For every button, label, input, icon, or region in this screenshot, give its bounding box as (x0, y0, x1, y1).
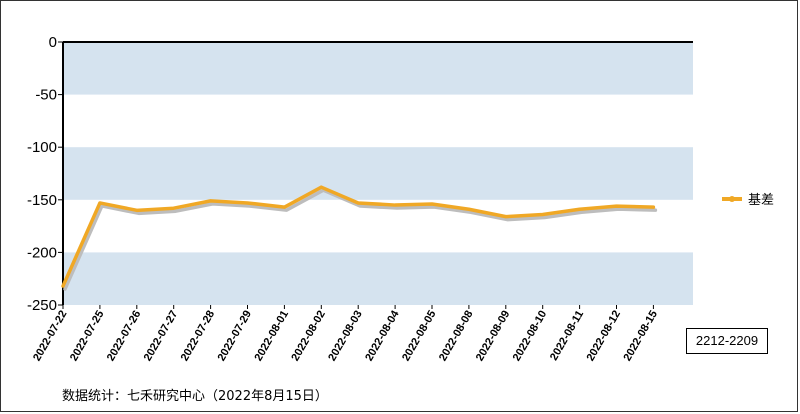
data-point (615, 204, 618, 208)
x-tick-label: 2022-08-11 (548, 309, 586, 363)
plot-bands (63, 42, 693, 305)
x-tick-label: 2022-08-12 (585, 309, 624, 364)
x-tick-label: 2022-08-05 (400, 309, 439, 364)
y-tick-label: -50 (35, 87, 57, 104)
data-point (246, 201, 249, 205)
data-point (578, 207, 582, 211)
plot-band (63, 42, 693, 95)
data-point (98, 201, 102, 205)
plot-band (63, 252, 693, 305)
data-point (504, 215, 508, 219)
x-tick-label: 2022-07-29 (216, 309, 255, 364)
series-shadow (63, 188, 658, 291)
axes (62, 41, 693, 305)
data-point (319, 185, 323, 189)
contract-label: 2212-2209 (686, 328, 768, 354)
y-tick-label: -250 (27, 297, 57, 314)
y-tick-label: 0 (49, 34, 57, 51)
data-point (209, 199, 213, 203)
data-point (172, 206, 176, 210)
x-tick-label: 2022-08-15 (621, 309, 660, 364)
x-tick-label: 2022-08-03 (326, 309, 365, 364)
x-tick-label: 2022-08-10 (511, 309, 550, 364)
x-tick-label: 2022-07-22 (31, 309, 70, 364)
data-point (356, 201, 360, 205)
y-tick-label: -200 (27, 244, 57, 261)
data-point (61, 284, 65, 288)
legend-marker (729, 196, 735, 202)
series-layer (61, 185, 658, 291)
data-point (135, 208, 139, 212)
legend-label: 基差 (748, 193, 774, 208)
data-point (282, 205, 286, 209)
plot-band (63, 147, 693, 200)
x-tick-label: 2022-07-26 (105, 309, 144, 364)
data-point (651, 205, 655, 209)
x-axis-ticks: 2022-07-222022-07-252022-07-262022-07-27… (31, 305, 660, 363)
data-point (541, 213, 545, 217)
y-tick-label: -150 (27, 192, 57, 209)
y-axis-ticks: 0 -50 -100 -150 -200 -250 (27, 34, 63, 314)
x-tick-label: 2022-07-25 (68, 309, 107, 364)
data-point (467, 207, 471, 211)
data-point (430, 202, 434, 206)
x-tick-label: 2022-08-02 (289, 309, 328, 364)
x-tick-label: 2022-08-01 (252, 309, 291, 364)
source-note: 数据统计：七禾研究中心（2022年8月15日） (62, 389, 328, 404)
x-tick-label: 2022-08-04 (363, 308, 402, 363)
x-tick-label: 2022-07-27 (142, 309, 181, 364)
data-point (393, 203, 397, 207)
x-tick-label: 2022-08-09 (474, 309, 513, 364)
x-tick-label: 2022-07-28 (179, 309, 218, 364)
legend: 基差 (722, 193, 774, 208)
y-tick-label: -100 (27, 139, 57, 156)
x-tick-label: 2022-08-08 (437, 309, 476, 364)
